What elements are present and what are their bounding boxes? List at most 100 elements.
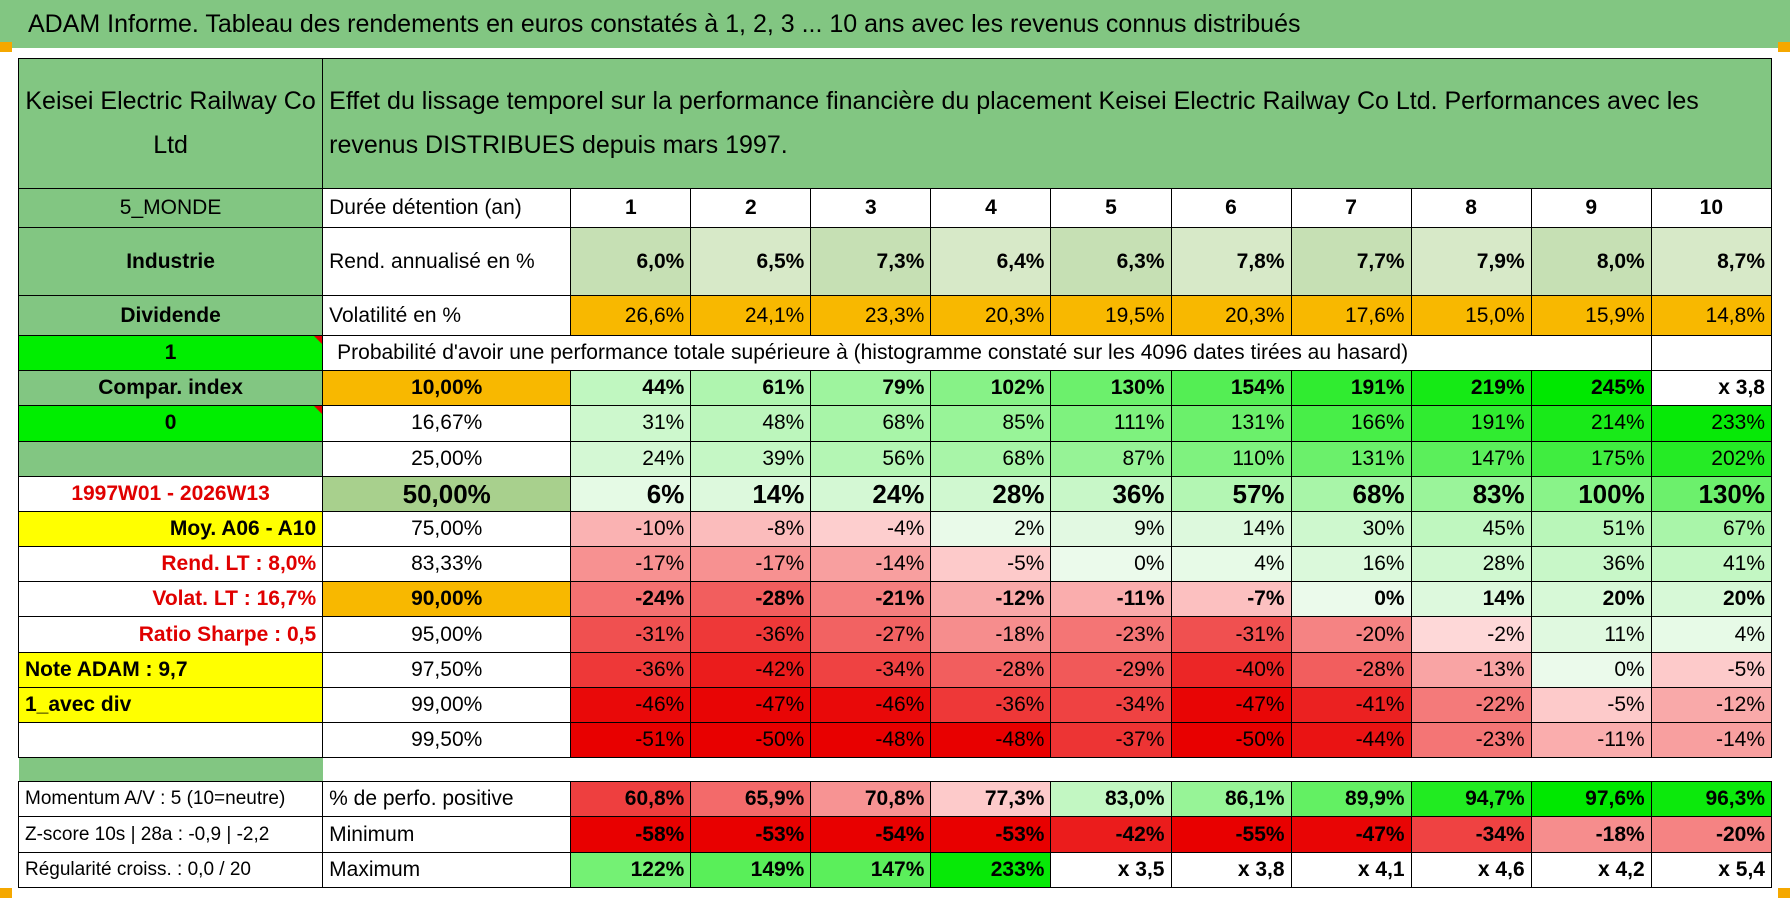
- quantile-value: -47%: [690, 686, 812, 723]
- maximum-value: x 4,2: [1530, 851, 1652, 889]
- quantile-value: -42%: [690, 651, 812, 688]
- quantile-value: 214%: [1530, 405, 1652, 442]
- quantile-value: 39%: [690, 440, 812, 477]
- maximum-value: 233%: [930, 851, 1052, 889]
- quantile-value: 2%: [930, 510, 1052, 548]
- maximum-value: 149%: [690, 851, 812, 889]
- minimum-value: -34%: [1410, 816, 1532, 853]
- quantile-value: 110%: [1170, 440, 1292, 477]
- quantile-value: -34%: [810, 651, 932, 688]
- annual-return-label: Rend. annualisé en %: [322, 227, 572, 297]
- volatility-value: 20,3%: [1170, 295, 1292, 337]
- positive-performance-value: 89,9%: [1290, 781, 1412, 818]
- quantile-value: 175%: [1530, 440, 1652, 477]
- quantile-value: 20%: [1530, 581, 1652, 618]
- quantile-value: 245%: [1530, 370, 1652, 407]
- positive-performance-value: 65,9%: [690, 781, 812, 818]
- year-header: 6: [1170, 187, 1292, 229]
- region-label: 5_MONDE: [17, 187, 324, 229]
- probability-threshold: 75,00%: [322, 510, 572, 548]
- minimum-value: -58%: [570, 816, 692, 853]
- empty-left-cell: [17, 440, 324, 477]
- probability-threshold: 97,50%: [322, 651, 572, 688]
- probability-threshold: 10,00%: [322, 370, 572, 407]
- selector-value-one: 1: [17, 335, 324, 372]
- dividend-mode: 1_avec div: [17, 686, 324, 723]
- quantile-value: -14%: [1650, 721, 1773, 759]
- quantile-value: 36%: [1530, 546, 1652, 583]
- annual-return-value: 6,3%: [1050, 227, 1172, 297]
- performance-table: Keisei Electric Railway Co Ltd Effet du …: [17, 58, 1773, 889]
- minimum-value: -42%: [1050, 816, 1172, 853]
- annual-return-value: 7,8%: [1170, 227, 1292, 297]
- quantile-value: 48%: [690, 405, 812, 442]
- quantile-value: -10%: [570, 510, 692, 548]
- quantile-value: -5%: [930, 546, 1052, 583]
- volatility-label: Volatilité en %: [322, 295, 572, 337]
- selector-value-zero: 0: [17, 405, 324, 442]
- minimum-value: -53%: [690, 816, 812, 853]
- quantile-value: -11%: [1050, 581, 1172, 618]
- quantile-value: -44%: [1290, 721, 1412, 759]
- quantile-value: 45%: [1410, 510, 1532, 548]
- quantile-value: -36%: [570, 651, 692, 688]
- year-header: 8: [1410, 187, 1532, 229]
- maximum-value: 147%: [810, 851, 932, 889]
- minimum-value: -47%: [1290, 816, 1412, 853]
- quantile-value: 102%: [930, 370, 1052, 407]
- empty-left-cell: [17, 721, 324, 759]
- compar-index-label: Compar. index: [17, 370, 324, 407]
- quantile-value: -12%: [930, 581, 1052, 618]
- sharpe-ratio: Ratio Sharpe : 0,5: [17, 616, 324, 653]
- quantile-value: -31%: [1170, 616, 1292, 653]
- quantile-value: -28%: [1290, 651, 1412, 688]
- quantile-value: -5%: [1530, 686, 1652, 723]
- quantile-value: 6%: [570, 475, 692, 512]
- quantile-value: 202%: [1650, 440, 1773, 477]
- quantile-value: 36%: [1050, 475, 1172, 512]
- quantile-value: 100%: [1530, 475, 1652, 512]
- quantile-value: 83%: [1410, 475, 1532, 512]
- quantile-value: 56%: [810, 440, 932, 477]
- volatility-value: 19,5%: [1050, 295, 1172, 337]
- quantile-value: 30%: [1290, 510, 1412, 548]
- year-header: 7: [1290, 187, 1412, 229]
- quantile-value: -14%: [810, 546, 932, 583]
- quantile-value: -8%: [690, 510, 812, 548]
- sector-label: Industrie: [17, 227, 324, 297]
- positive-performance-value: 83,0%: [1050, 781, 1172, 818]
- quantile-value: 0%: [1050, 546, 1172, 583]
- empty-cell: [1650, 335, 1773, 372]
- separator-space: [322, 757, 1772, 782]
- quantile-value: 131%: [1170, 405, 1292, 442]
- corner-marker: [1778, 42, 1790, 52]
- quantile-value: 191%: [1290, 370, 1412, 407]
- quantile-value: -22%: [1410, 686, 1532, 723]
- report-title: ADAM Informe. Tableau des rendements en …: [28, 10, 1301, 38]
- corner-marker: [0, 888, 12, 898]
- header-description: Effet du lissage temporel sur la perform…: [322, 58, 1772, 189]
- minimum-value: -54%: [810, 816, 932, 853]
- maximum-value: 122%: [570, 851, 692, 889]
- quantile-value: -20%: [1290, 616, 1412, 653]
- quantile-value: 68%: [930, 440, 1052, 477]
- long-term-return: Rend. LT : 8,0%: [17, 546, 324, 583]
- positive-performance-value: 60,8%: [570, 781, 692, 818]
- quantile-value: -29%: [1050, 651, 1172, 688]
- quantile-value: 57%: [1170, 475, 1292, 512]
- corner-marker: [1778, 888, 1790, 898]
- probability-threshold: 99,50%: [322, 721, 572, 759]
- minimum-label: Minimum: [322, 816, 572, 853]
- probability-threshold: 16,67%: [322, 405, 572, 442]
- annual-return-value: 7,9%: [1410, 227, 1532, 297]
- quantile-value: 61%: [690, 370, 812, 407]
- quantile-value: 154%: [1170, 370, 1292, 407]
- quantile-value: -46%: [570, 686, 692, 723]
- year-header: 3: [810, 187, 932, 229]
- volatility-value: 23,3%: [810, 295, 932, 337]
- maximum-value: x 4,6: [1410, 851, 1532, 889]
- positive-performance-value: 77,3%: [930, 781, 1052, 818]
- quantile-value: 233%: [1650, 405, 1773, 442]
- annual-return-value: 6,4%: [930, 227, 1052, 297]
- quantile-value: 14%: [1410, 581, 1532, 618]
